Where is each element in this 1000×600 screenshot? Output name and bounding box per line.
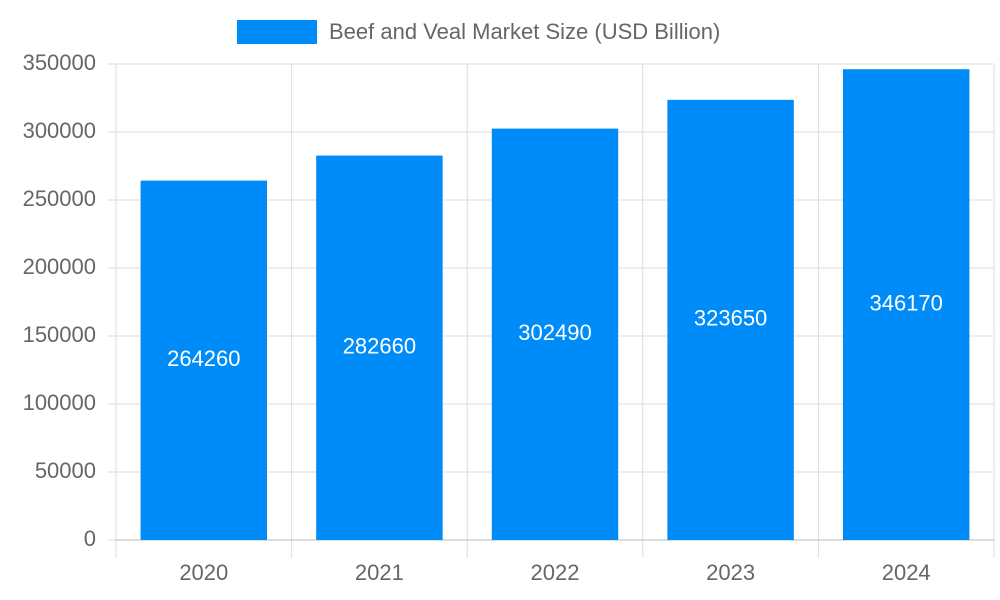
bar <box>667 99 794 540</box>
x-tick-label: 2022 <box>531 560 580 585</box>
y-tick-label: 100000 <box>23 390 96 415</box>
x-tick-label: 2023 <box>706 560 755 585</box>
bar <box>316 155 443 540</box>
y-tick-label: 300000 <box>23 118 96 143</box>
x-tick-label: 2024 <box>882 560 931 585</box>
y-tick-label: 350000 <box>23 50 96 75</box>
bar <box>491 128 619 541</box>
y-tick-label: 200000 <box>23 254 96 279</box>
data-label: 323650 <box>694 306 767 331</box>
data-label: 302490 <box>518 320 591 345</box>
x-tick-label: 2021 <box>355 560 404 585</box>
bar <box>140 180 268 541</box>
legend-swatch <box>237 20 317 44</box>
data-label: 282660 <box>343 334 416 359</box>
data-label: 264260 <box>167 346 240 371</box>
legend-label: Beef and Veal Market Size (USD Billion) <box>329 19 720 44</box>
y-tick-label: 0 <box>84 526 96 551</box>
data-label: 346170 <box>869 290 942 315</box>
y-tick-label: 250000 <box>23 186 96 211</box>
y-tick-label: 50000 <box>35 458 96 483</box>
x-tick-label: 2020 <box>179 560 228 585</box>
y-tick-label: 150000 <box>23 322 96 347</box>
bar <box>842 69 970 540</box>
